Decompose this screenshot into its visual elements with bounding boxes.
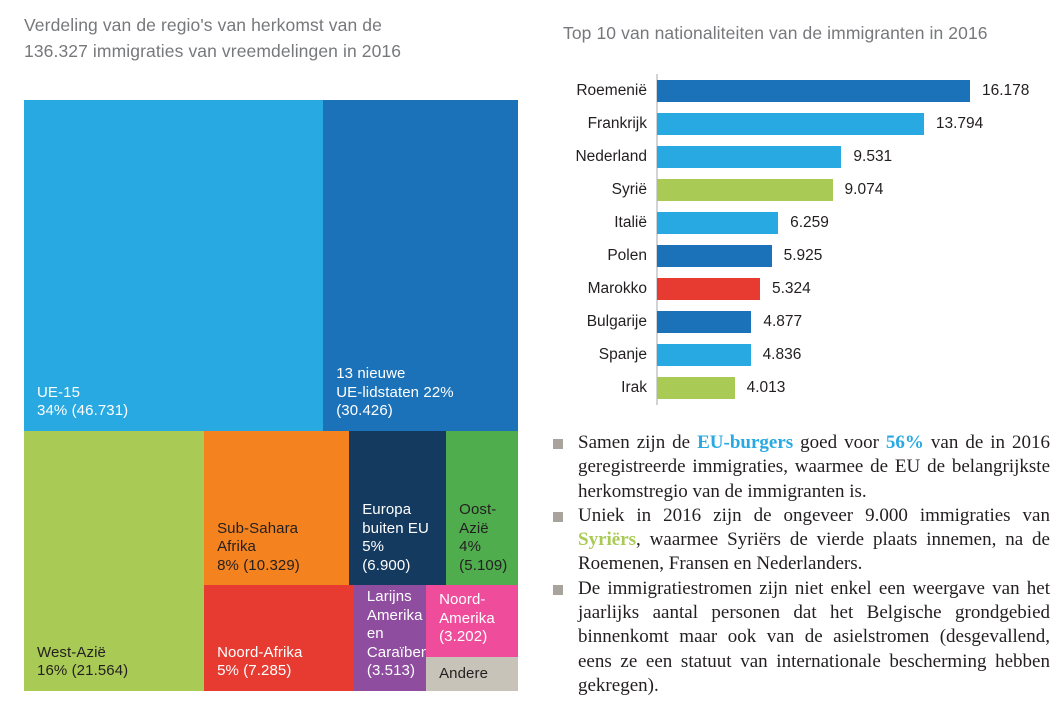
bar-track: 5.925 (657, 245, 970, 267)
bar (657, 278, 760, 300)
insight-bullet-list: Samen zijn de EU-burgers goed voor 56% v… (553, 431, 1050, 698)
bar-category-label: Syrië (611, 181, 647, 198)
bar-value-label: 6.259 (790, 214, 829, 231)
bar-category-label: Bulgarije (586, 313, 647, 330)
treemap-tile-label: Larijns Amerika en Caraïben (3.513) (366, 588, 430, 680)
bar (657, 311, 752, 333)
text-segment: goed voor (793, 432, 886, 453)
treemap-tile-label: Andere (439, 665, 489, 683)
bar-row-italie: Italië 6.259 (563, 212, 1058, 234)
bar-row-frankrijk: Frankrijk 13.794 (563, 113, 1058, 135)
bullet-square-icon (553, 511, 563, 522)
list-item: Uniek in 2016 zijn de ongeveer 9.000 imm… (553, 504, 1050, 577)
bullet-text: Samen zijn de EU-burgers goed voor 56% v… (578, 431, 1050, 504)
bullet-square-icon (553, 584, 563, 595)
bar-track: 4.877 (657, 311, 970, 333)
bar-track: 5.324 (657, 278, 970, 300)
treemap-tile-label: Sub-Sahara Afrika 8% (10.329) (217, 519, 300, 574)
list-item: Samen zijn de EU-burgers goed voor 56% v… (553, 431, 1050, 504)
treemap-tile-label: Oost- Azië 4% (5.109) (459, 500, 508, 574)
bar-track: 13.794 (657, 113, 983, 135)
bar-row-syrie: Syrië 9.074 (563, 179, 1058, 201)
bar-row-roemenie: Roemenië 16.178 (563, 80, 1058, 102)
bar-value-label: 9.531 (853, 148, 893, 165)
bar (657, 212, 779, 234)
bar (657, 344, 751, 366)
bar-track: 6.259 (657, 212, 970, 234)
treemap-tile-noord-amerika: Noord- Amerika (3.202) (426, 585, 518, 658)
bar-chart-title: Top 10 van nationaliteiten van de immigr… (563, 23, 988, 43)
bar-track: 4.836 (657, 344, 970, 366)
highlight-eu-burgers: EU-burgers (697, 432, 794, 453)
bar-track: 4.013 (657, 377, 970, 399)
treemap-tile-latijns-amerika-caraiben: Larijns Amerika en Caraïben (3.513) (353, 585, 429, 691)
bar-value-label: 5.324 (772, 280, 811, 297)
treemap-tile-west-azie: West-Azië 16% (21.564) (24, 430, 205, 691)
treemap-tile-sub-sahara-afrika: Sub-Sahara Afrika 8% (10.329) (204, 430, 350, 586)
bar-category-label: Marokko (587, 280, 647, 297)
bar (657, 80, 970, 102)
list-item: De immigratiestromen zijn niet enkel een… (553, 577, 1050, 698)
bar-value-label: 16.178 (982, 82, 1030, 99)
bar-category-label: Polen (607, 247, 647, 264)
bar (657, 377, 735, 399)
bar-category-label: Irak (621, 379, 647, 396)
treemap-tile-europa-buiten-eu: Europa buiten EU 5% (6.900) (349, 430, 447, 586)
text-segment: Samen zijn de (578, 432, 698, 453)
bullet-square-icon (553, 439, 563, 449)
bar-track: 9.074 (657, 179, 970, 201)
bar-row-polen: Polen 5.925 (563, 245, 1058, 267)
bar (657, 146, 842, 168)
text-segment: van de in 2016 geregistreerde immigratie… (578, 432, 1051, 502)
bar-value-label: 4.013 (746, 379, 786, 396)
bar-category-label: Nederland (575, 148, 647, 165)
treemap-tile-ue15: UE-15 34% (46.731) (24, 100, 324, 431)
treemap-tile-noord-afrika: Noord-Afrika 5% (7.285) (204, 585, 354, 691)
highlight-syriers: Syriërs (578, 529, 637, 551)
bullet-text: De immigratiestromen zijn niet enkel een… (578, 577, 1050, 698)
treemap-title: Verdeling van de regio's van herkomst va… (24, 15, 402, 62)
bar-category-label: Frankrijk (587, 115, 647, 132)
bar-row-irak: Irak 4.013 (563, 377, 1058, 399)
top10-bar-chart: Roemenië 16.178 Frankrijk 13.794 Nederla… (563, 74, 1058, 405)
treemap-tile-label: 13 nieuwe UE-lidstaten 22% (30.426) (336, 365, 454, 420)
bar-value-label: 5.925 (783, 247, 823, 264)
bar-category-label: Roemenië (576, 82, 647, 99)
treemap-tile-label: West-Azië 16% (21.564) (37, 643, 129, 680)
bar-rows: Roemenië 16.178 Frankrijk 13.794 Nederla… (563, 80, 1058, 399)
text-segment: Uniek in 2016 zijn de ongeveer 9.000 imm… (578, 504, 1050, 526)
bar-value-label: 9.074 (844, 181, 884, 198)
treemap-tile-andere: Andere (426, 657, 518, 691)
bar-row-bulgarije: Bulgarije 4.877 (563, 311, 1058, 333)
bar-value-label: 4.877 (763, 313, 803, 330)
highlight-56-percent: 56% (885, 432, 924, 453)
bar (657, 179, 833, 201)
treemap-tile-nieuwe-ue-lidstaten: 13 nieuwe UE-lidstaten 22% (30.426) (323, 100, 518, 431)
treemap-tile-oost-azie: Oost- Azië 4% (5.109) (446, 430, 518, 586)
bar-row-marokko: Marokko 5.324 (563, 278, 1058, 300)
bar (657, 245, 772, 267)
bar-track: 16.178 (657, 80, 1029, 102)
treemap-tile-label: Noord- Amerika (3.202) (439, 591, 495, 646)
bar-row-spanje: Spanje 4.836 (563, 344, 1058, 366)
text-segment: De immigratiestromen zijn niet enkel een… (578, 577, 1050, 696)
bar-value-label: 13.794 (935, 115, 984, 132)
bar-category-label: Spanje (598, 346, 647, 363)
bullet-text: Uniek in 2016 zijn de ongeveer 9.000 imm… (578, 504, 1050, 577)
treemap-tile-label: UE-15 34% (46.731) (37, 383, 129, 420)
y-axis-line (656, 74, 658, 405)
bar-category-label: Italië (614, 214, 647, 231)
bar-row-nederland: Nederland 9.531 (563, 146, 1058, 168)
bar-track: 9.531 (657, 146, 970, 168)
text-segment: , waarmee Syriërs de vierde plaats innem… (578, 529, 1050, 575)
bar (657, 113, 924, 135)
treemap-chart: UE-15 34% (46.731) 13 nieuwe UE-lidstate… (24, 100, 518, 691)
treemap-tile-label: Noord-Afrika 5% (7.285) (217, 643, 303, 680)
treemap-tile-label: Europa buiten EU 5% (6.900) (362, 500, 429, 574)
bar-value-label: 4.836 (762, 346, 802, 363)
